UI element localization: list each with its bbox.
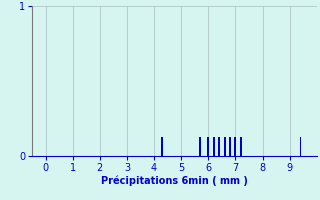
Bar (161, 137, 163, 156)
Bar (240, 137, 242, 156)
Bar (199, 137, 201, 156)
Bar (224, 137, 226, 156)
Bar (229, 137, 231, 156)
Bar (213, 137, 215, 156)
Bar (218, 137, 220, 156)
Bar (235, 137, 236, 156)
X-axis label: Précipitations 6min ( mm ): Précipitations 6min ( mm ) (101, 176, 248, 186)
Bar (300, 137, 301, 156)
Bar (207, 137, 209, 156)
